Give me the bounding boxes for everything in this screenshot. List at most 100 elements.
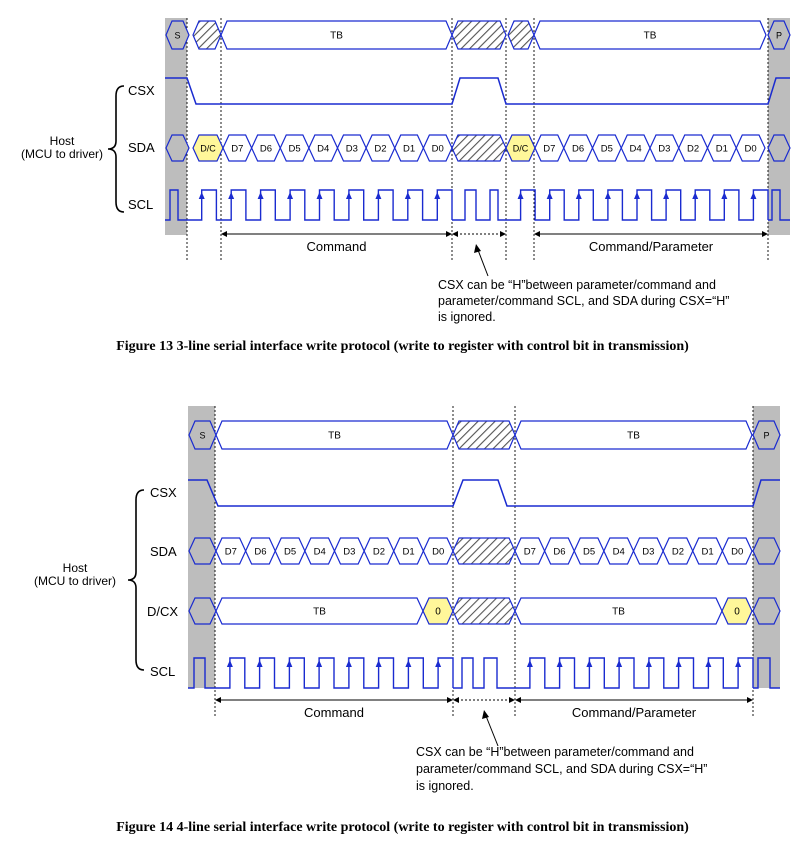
- sda-bit-d4-label: D4: [613, 547, 625, 558]
- sda-bit-d4-label: D4: [314, 547, 326, 558]
- sda-bit-d5-label: D5: [284, 547, 296, 558]
- signal-label-dcx: D/CX: [147, 604, 178, 619]
- scl-clock-1-rising-edge-arrow: [228, 192, 235, 199]
- tb-cell-1-label: TB: [328, 431, 341, 442]
- dcx-tb-1-label: TB: [313, 607, 326, 618]
- sda-bit-d4-label: D4: [630, 144, 642, 155]
- scl-idle-pulse: [188, 657, 215, 689]
- idle-band-end: [768, 18, 790, 235]
- note-pointer-head: [482, 710, 489, 719]
- dcx-idle-start: [188, 597, 217, 625]
- scl-clock-2-rising-edge-arrow: [616, 660, 623, 667]
- scl-between: [452, 189, 506, 221]
- csx-waveform: [188, 479, 780, 507]
- scl-clock-2-rising-edge-arrow: [675, 660, 682, 667]
- signal-label-csx: CSX: [128, 83, 155, 98]
- scl-clock-2-rising-edge-arrow: [634, 192, 640, 199]
- scl-clock-1: [215, 657, 454, 689]
- scl-clock-2-rising-edge-arrow: [546, 192, 553, 199]
- scl-clock-2-rising-edge-arrow: [575, 192, 582, 199]
- figure-13-caption: Figure 13 3-line serial interface write …: [116, 339, 689, 354]
- dcx-tb-2-label: TB: [612, 607, 625, 618]
- sda-bit-d7-label: D7: [225, 547, 237, 558]
- scl-clock-2-rising-edge-arrow: [556, 660, 563, 667]
- sda-bit-d5-label: D5: [583, 547, 595, 558]
- scl-clock-2: [506, 189, 769, 221]
- scl-clock-1-rising-edge-arrow: [375, 192, 382, 199]
- signal-label-sda: SDA: [150, 544, 177, 559]
- signal-label-scl: SCL: [128, 197, 153, 212]
- sda-bit-d0-label: D0: [731, 547, 743, 558]
- start-cell: [165, 20, 190, 50]
- sda-bit-d0-label: D0: [745, 144, 757, 155]
- scl-clock-1-rising-edge-arrow: [226, 660, 233, 667]
- note-pointer: [485, 715, 499, 747]
- sda-bit-d1-label: D1: [701, 547, 713, 558]
- sda-bit-d2-label: D2: [672, 547, 684, 558]
- scl-clock-1-rising-edge-arrow: [257, 192, 264, 199]
- sda-hatched-cell: [451, 134, 507, 162]
- figure-13: S TB TB P D/C D7 D6 D5 D4 D3 D2 D1 D0 D/C D7 D6 D5 D4 D3 D2…: [0, 0, 805, 370]
- host-label: Host: [50, 134, 75, 148]
- sda-dc-bit-label: D/C: [513, 144, 529, 154]
- scl-clock-1-rising-edge-arrow: [256, 660, 263, 667]
- host-label-sub: (MCU to driver): [21, 147, 103, 161]
- scl-idle-pulse: [753, 657, 780, 689]
- host-brace: [127, 489, 145, 671]
- tb-cell-2-label: TB: [627, 431, 640, 442]
- note-line: is ignored.: [416, 779, 474, 793]
- sda-bit-d2-label: D2: [374, 144, 386, 155]
- scl-clock-2-rising-edge-arrow: [604, 192, 611, 199]
- scl-clock-2-rising-edge-arrow: [721, 192, 728, 199]
- note-pointer-head: [474, 244, 481, 253]
- note-line: parameter/command SCL, and SDA during CS…: [438, 294, 729, 308]
- signal-label-scl: SCL: [150, 664, 175, 679]
- scl-clock-1-rising-edge-arrow: [316, 192, 323, 199]
- scl-clock-1-rising-edge-arrow: [198, 192, 205, 199]
- sda-bit-d5-label: D5: [288, 144, 300, 155]
- scl-between: [453, 657, 515, 689]
- sda-bit-d7-label: D7: [231, 144, 243, 155]
- sda-bit-d7-label: D7: [543, 144, 555, 155]
- sda-bit-d6-label: D6: [260, 144, 272, 155]
- scl-clock-1-rising-edge-arrow: [287, 192, 294, 199]
- dcx-hatched-cell: [452, 597, 516, 625]
- tb-cell-2-label: TB: [644, 31, 657, 42]
- scl-clock-1-rising-edge-arrow: [435, 660, 442, 667]
- dcx-bit-zero-label: 0: [435, 607, 441, 618]
- span-command-arrow-right: [447, 697, 453, 703]
- start-cell-label: S: [174, 31, 180, 41]
- sda-bit-d5-label: D5: [601, 144, 613, 155]
- sda-bit-d3-label: D3: [642, 547, 654, 558]
- stop-cell: [752, 420, 781, 450]
- span-command-parameter-arrow-left: [534, 231, 540, 237]
- hatched-cell: [507, 20, 535, 50]
- span-gap-arrow-right: [509, 697, 515, 703]
- sda-idle-end: [767, 134, 791, 162]
- sda-bit-d6-label: D6: [254, 547, 266, 558]
- span-command-arrow-right: [446, 231, 452, 237]
- idle-band-start: [165, 18, 187, 235]
- figure-14-caption: Figure 14 4-line serial interface write …: [116, 820, 689, 835]
- scl-clock-1-rising-edge-arrow: [316, 660, 323, 667]
- dcx-idle-end: [752, 597, 781, 625]
- scl-clock-2-rising-edge-arrow: [663, 192, 670, 199]
- figure-13-timing-diagram: S TB TB P D/C D7 D6 D5 D4 D3 D2 D1 D0 D/C D7 D6 D5 D4 D3 D2…: [21, 18, 791, 324]
- scl-clock-2-rising-edge-arrow: [586, 660, 593, 667]
- scl-clock-1-rising-edge-arrow: [345, 192, 352, 199]
- scl-clock-1-rising-edge-arrow: [286, 660, 293, 667]
- sda-bit-d2-label: D2: [373, 547, 385, 558]
- scl-clock-2-rising-edge-arrow: [750, 192, 757, 199]
- sda-bit-d0: [721, 537, 753, 565]
- tb-cell-2: [514, 420, 753, 450]
- scl-clock-2: [515, 657, 754, 689]
- dcx-bit-zero: [721, 597, 753, 625]
- dcx-bit-zero-label: 0: [734, 607, 740, 618]
- scl-idle-pulse: [165, 189, 187, 221]
- sda-bit-d1-label: D1: [402, 547, 414, 558]
- scl-clock-1-rising-edge-arrow: [405, 660, 412, 667]
- host-brace: [107, 85, 125, 213]
- hatched-cell: [452, 420, 516, 450]
- host-label-sub: (MCU to driver): [34, 574, 116, 588]
- scl-clock-2-rising-edge-arrow: [517, 192, 524, 199]
